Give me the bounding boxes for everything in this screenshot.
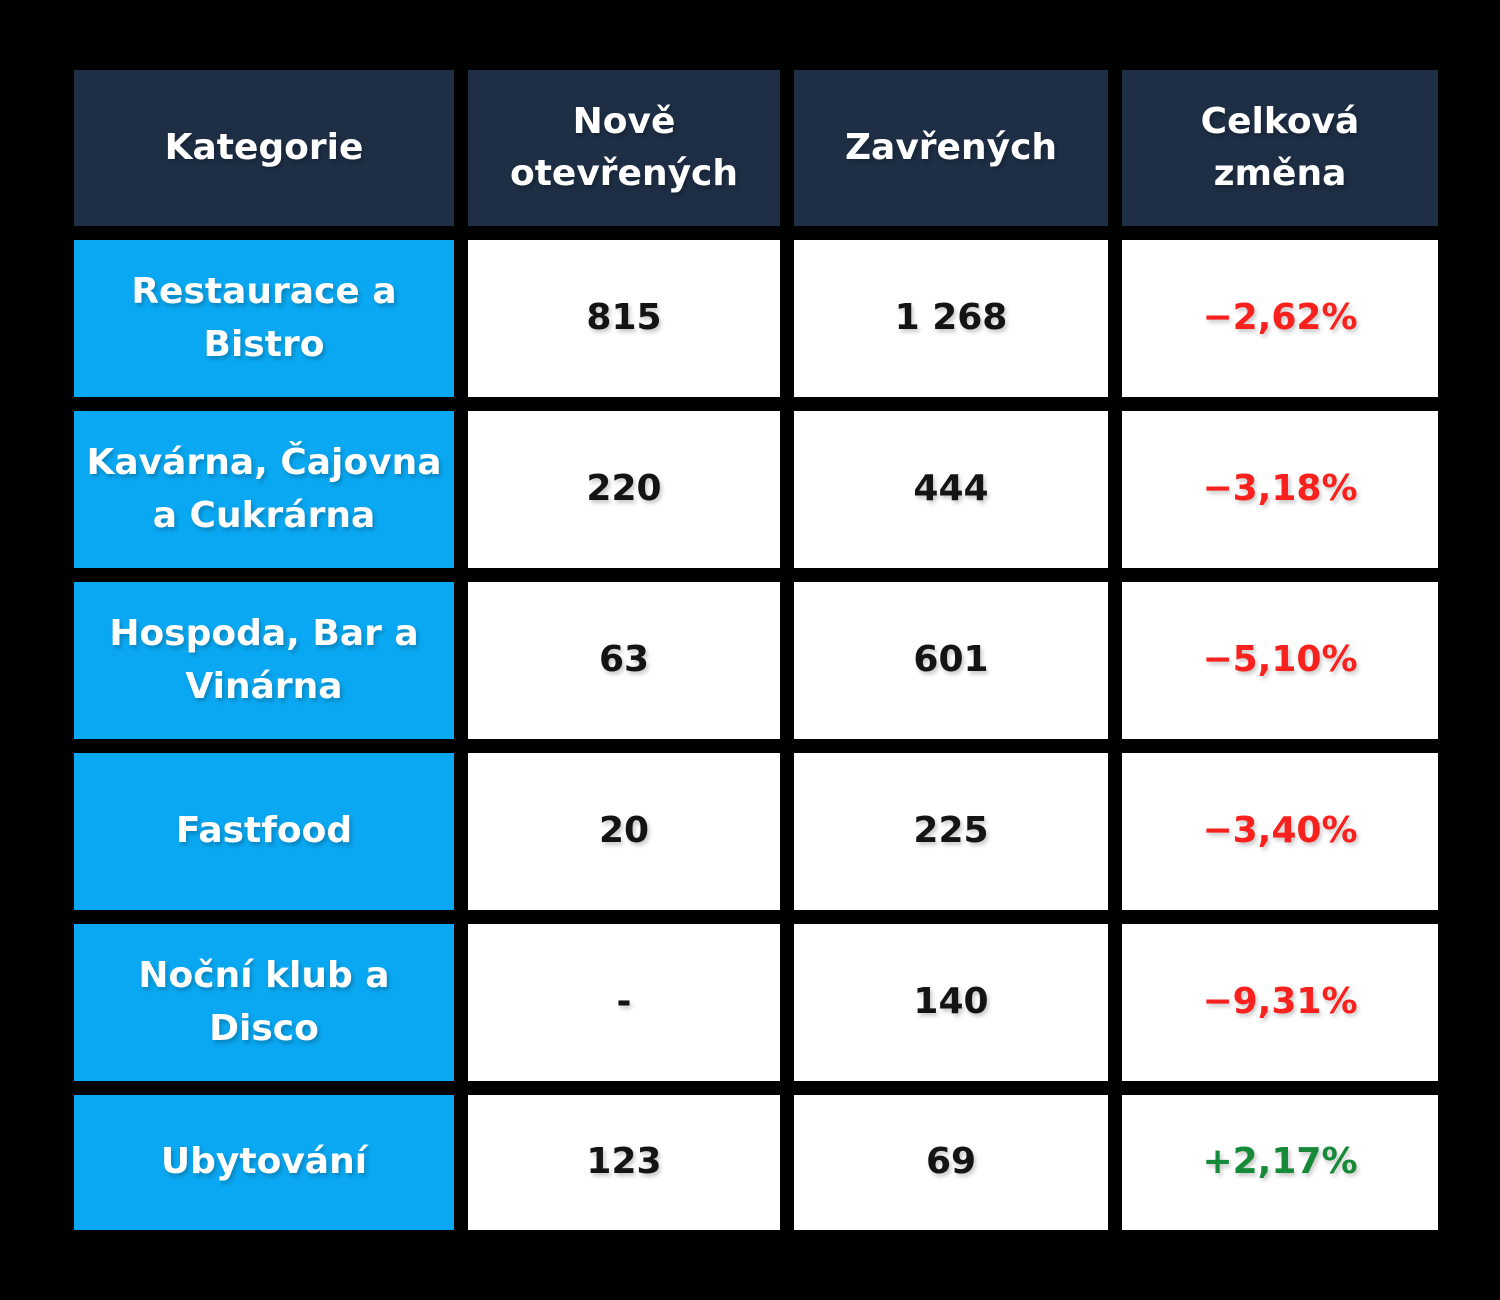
category-cell: Restaurace a Bistro [74,240,454,397]
opened-cell: 220 [468,411,780,568]
column-header-newly-opened: Nově otevřených [468,70,780,226]
closed-cell: 69 [794,1095,1108,1230]
change-cell: −2,62% [1122,240,1438,397]
column-header-total-change: Celková změna [1122,70,1438,226]
change-cell: −3,40% [1122,753,1438,910]
change-cell: −9,31% [1122,924,1438,1081]
category-change-table: Kategorie Nově otevřených Zavřených Celk… [74,70,1438,1230]
opened-cell: - [468,924,780,1081]
change-cell: +2,17% [1122,1095,1438,1230]
category-cell: Fastfood [74,753,454,910]
opened-cell: 815 [468,240,780,397]
opened-cell: 63 [468,582,780,739]
opened-cell: 20 [468,753,780,910]
closed-cell: 601 [794,582,1108,739]
change-cell: −5,10% [1122,582,1438,739]
category-cell: Hospoda, Bar a Vinárna [74,582,454,739]
change-cell: −3,18% [1122,411,1438,568]
closed-cell: 225 [794,753,1108,910]
closed-cell: 444 [794,411,1108,568]
closed-cell: 140 [794,924,1108,1081]
opened-cell: 123 [468,1095,780,1230]
column-header-category: Kategorie [74,70,454,226]
column-header-closed: Zavřených [794,70,1108,226]
category-cell: Noční klub a Disco [74,924,454,1081]
category-cell: Ubytování [74,1095,454,1230]
closed-cell: 1 268 [794,240,1108,397]
category-cell: Kavárna, Čajovna a Cukrárna [74,411,454,568]
